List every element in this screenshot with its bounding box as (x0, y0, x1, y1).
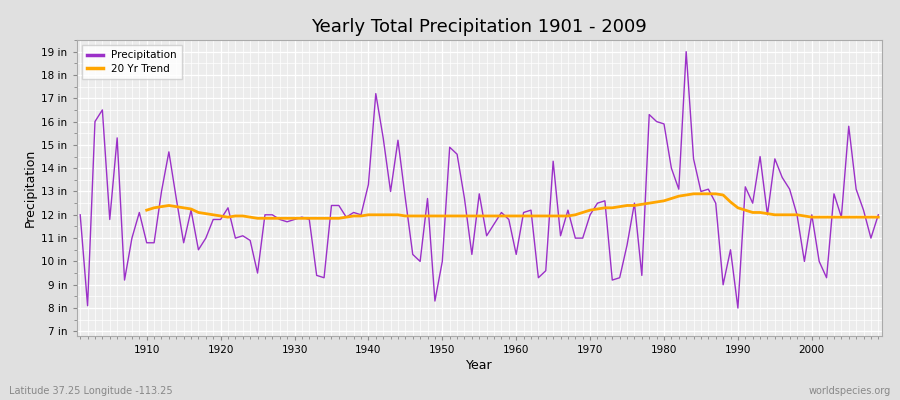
20 Yr Trend (319, 216, 329, 221)
20 Yr Trend (585, 208, 596, 212)
Precipitation (599, 198, 610, 203)
Legend: Precipitation, 20 Yr Trend: Precipitation, 20 Yr Trend (82, 45, 182, 79)
Precipitation (75, 212, 86, 217)
Line: Precipitation: Precipitation (80, 52, 878, 308)
Precipitation (134, 210, 145, 215)
Title: Yearly Total Precipitation 1901 - 2009: Yearly Total Precipitation 1901 - 2009 (311, 18, 647, 36)
Precipitation (296, 215, 307, 220)
20 Yr Trend (688, 192, 699, 196)
Y-axis label: Precipitation: Precipitation (24, 149, 37, 227)
Precipitation (503, 217, 514, 222)
Line: 20 Yr Trend: 20 Yr Trend (147, 194, 878, 218)
20 Yr Trend (289, 216, 300, 221)
20 Yr Trend (829, 215, 840, 220)
Precipitation (680, 49, 691, 54)
X-axis label: Year: Year (466, 359, 492, 372)
Precipitation (511, 252, 522, 257)
20 Yr Trend (252, 216, 263, 221)
20 Yr Trend (526, 214, 536, 218)
Precipitation (733, 306, 743, 310)
20 Yr Trend (850, 215, 861, 220)
Text: Latitude 37.25 Longitude -113.25: Latitude 37.25 Longitude -113.25 (9, 386, 173, 396)
Precipitation (873, 212, 884, 217)
Text: worldspecies.org: worldspecies.org (809, 386, 891, 396)
20 Yr Trend (873, 215, 884, 220)
20 Yr Trend (141, 208, 152, 212)
Precipitation (341, 215, 352, 220)
